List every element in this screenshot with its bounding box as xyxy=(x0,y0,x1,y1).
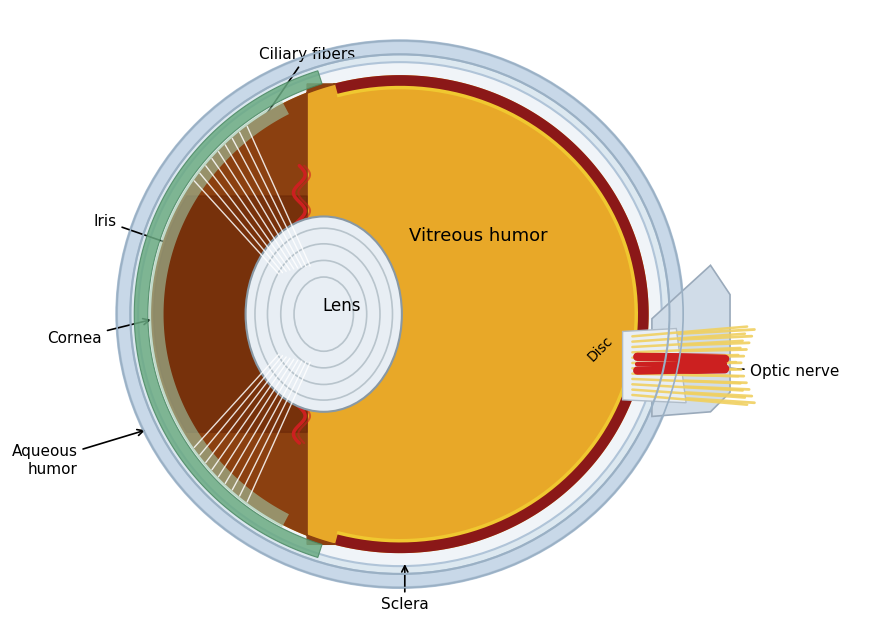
Polygon shape xyxy=(276,76,648,552)
Text: Fovea: Fovea xyxy=(578,201,623,288)
Text: Retina: Retina xyxy=(442,485,491,500)
Text: Disc: Disc xyxy=(584,333,615,364)
Text: Cornea: Cornea xyxy=(47,319,150,346)
Polygon shape xyxy=(134,71,322,557)
Text: Sclera: Sclera xyxy=(381,566,429,612)
Polygon shape xyxy=(149,101,289,527)
Polygon shape xyxy=(336,76,648,552)
Polygon shape xyxy=(152,84,336,544)
Text: Vitreous humor: Vitreous humor xyxy=(409,227,548,245)
Polygon shape xyxy=(623,329,686,403)
Text: Lens: Lens xyxy=(322,297,360,315)
Text: Ciliary fibers: Ciliary fibers xyxy=(258,47,355,127)
Ellipse shape xyxy=(116,41,683,588)
Text: Optic nerve: Optic nerve xyxy=(715,364,839,379)
Ellipse shape xyxy=(130,54,669,574)
Ellipse shape xyxy=(138,62,662,566)
Polygon shape xyxy=(652,265,730,417)
Text: Iris: Iris xyxy=(94,214,186,250)
Polygon shape xyxy=(154,196,307,433)
Text: Aqueous
humor: Aqueous humor xyxy=(11,430,144,477)
Ellipse shape xyxy=(246,216,402,412)
